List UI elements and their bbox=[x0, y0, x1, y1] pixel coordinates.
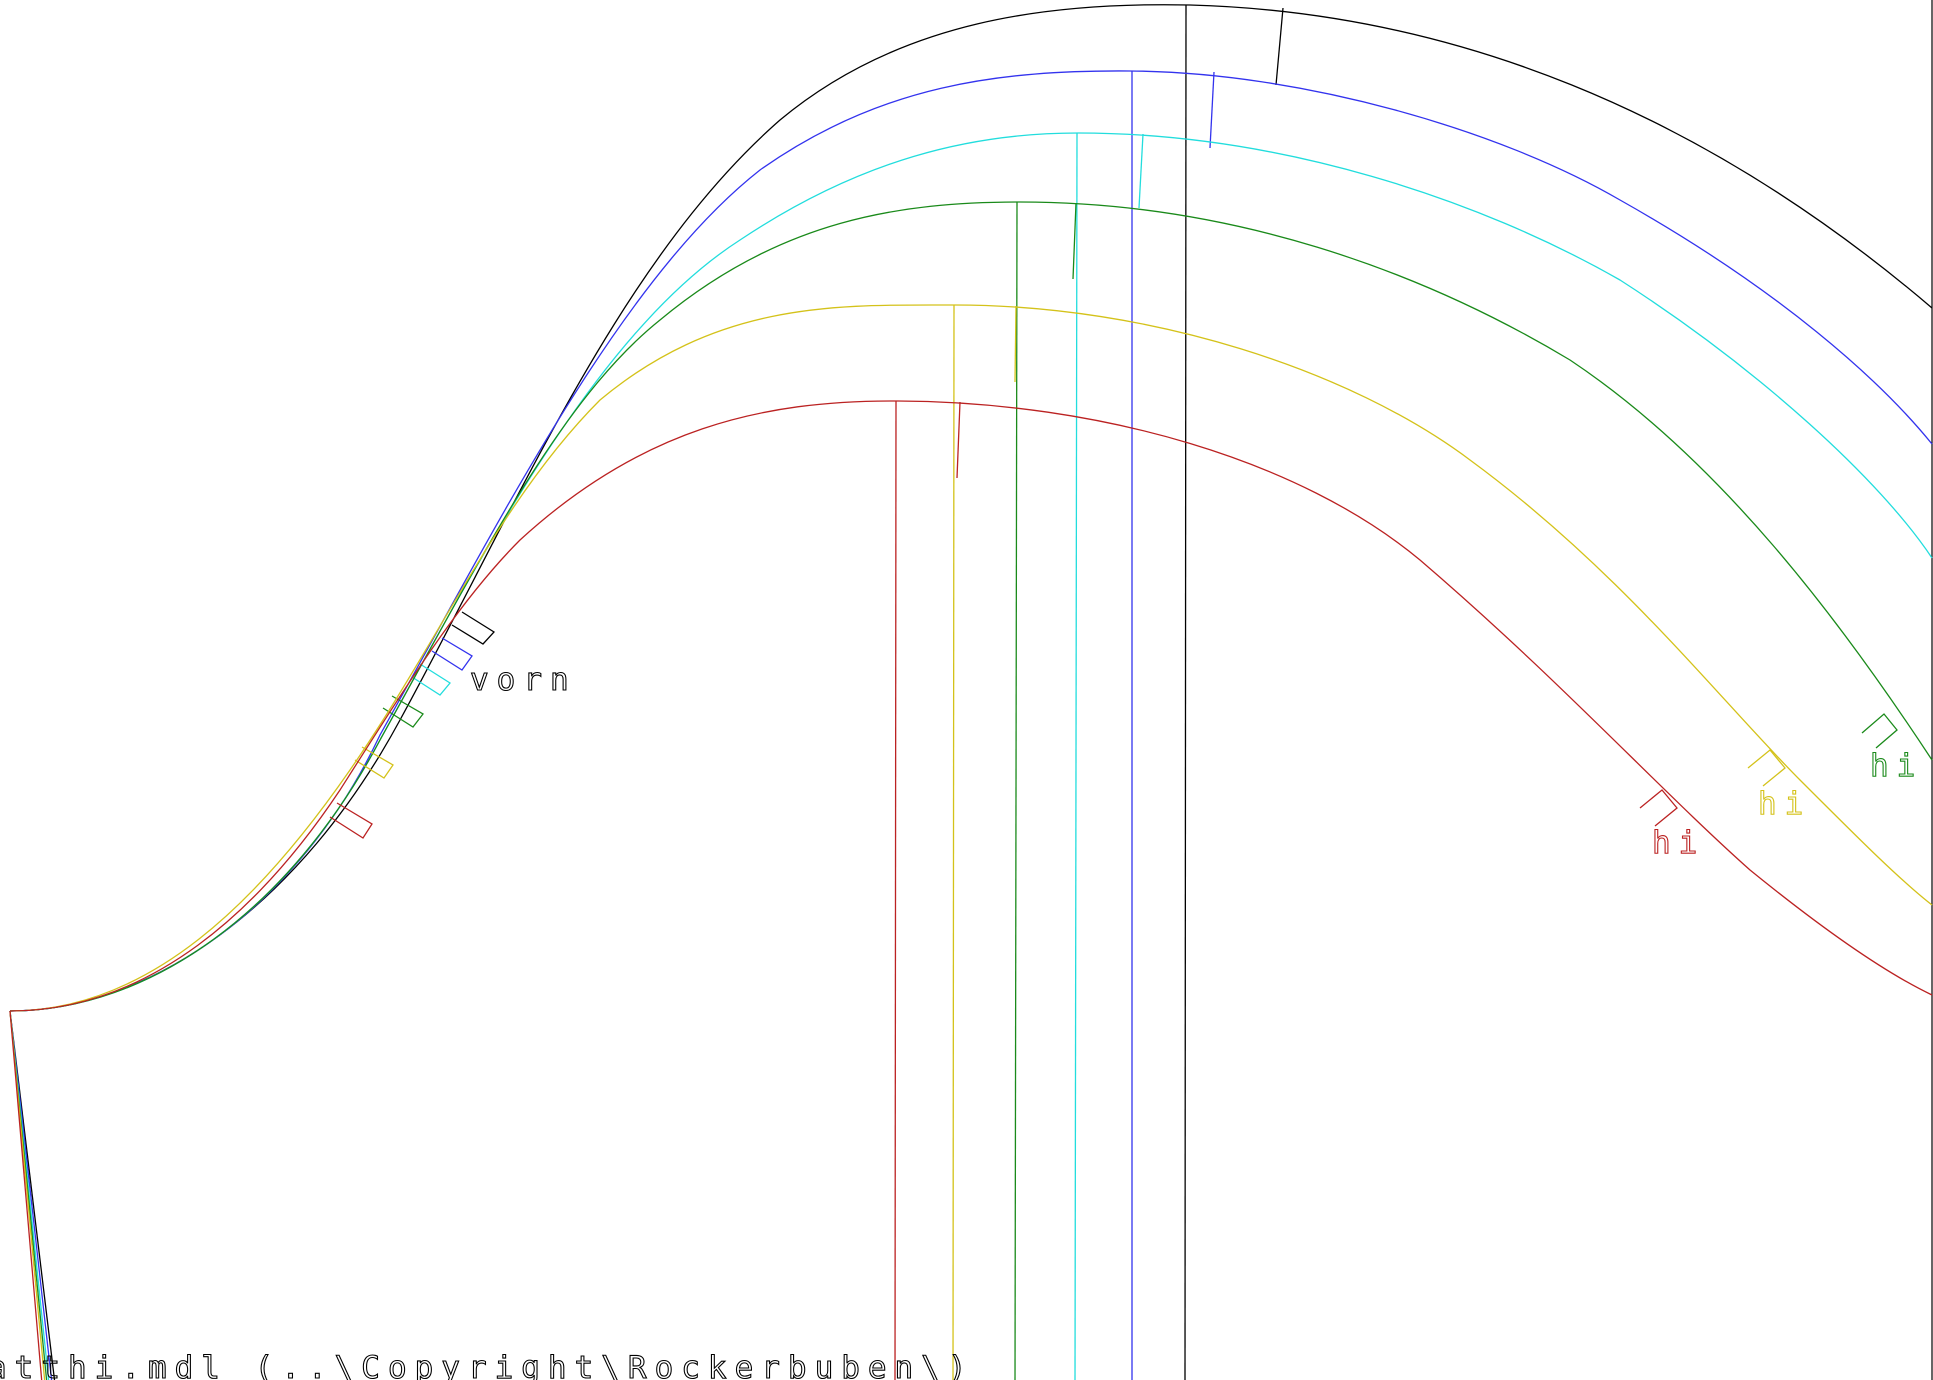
size-3-outline bbox=[9, 132, 1933, 1380]
size-6-back-notch bbox=[1639, 789, 1678, 827]
size-1-outline bbox=[9, 4, 1933, 1380]
size-2-front-notch bbox=[431, 637, 473, 671]
front-label: vorn bbox=[470, 662, 577, 698]
size-4-outline bbox=[9, 201, 1933, 1380]
size-5-outline bbox=[9, 304, 1933, 1380]
size-6-grain-line bbox=[894, 400, 897, 1380]
size-6-outline bbox=[9, 400, 1933, 1380]
size-4-tick bbox=[1072, 202, 1077, 280]
back-label-red: hi bbox=[1652, 825, 1705, 861]
back-label-green: hi bbox=[1870, 748, 1923, 784]
size-5-back-notch bbox=[1747, 749, 1786, 787]
size-6-front-notch bbox=[329, 802, 373, 839]
size-6-tick bbox=[956, 401, 961, 479]
size-1-tick bbox=[1275, 7, 1284, 86]
size-4-front-notch bbox=[382, 695, 424, 728]
size-3-grain-line bbox=[1074, 132, 1078, 1380]
size-1-front-curve bbox=[9, 4, 1933, 1012]
size-6-side-seam bbox=[9, 1010, 43, 1380]
size-2-tick bbox=[1209, 71, 1215, 149]
size-2-outline bbox=[9, 70, 1933, 1380]
file-footer: atthi.mdl (..\Copyright\Rockerbuben\) bbox=[0, 1350, 975, 1380]
size-4-grain-line bbox=[1014, 201, 1018, 1380]
size-1-front-notch bbox=[451, 611, 496, 645]
size-1-grain-line bbox=[1184, 4, 1187, 1380]
size-5-grain-line bbox=[952, 304, 955, 1380]
size-5-front-notch bbox=[354, 746, 394, 779]
size-3-front-notch bbox=[411, 663, 451, 696]
size-3-tick bbox=[1138, 133, 1144, 209]
size-3-front-curve bbox=[9, 132, 1933, 1012]
size-2-front-curve bbox=[9, 70, 1933, 1012]
size-5-front-curve bbox=[9, 304, 1933, 1012]
size-5-tick bbox=[1014, 305, 1017, 383]
back-label-yellow: hi bbox=[1758, 786, 1811, 822]
size-4-back-notch bbox=[1861, 713, 1898, 749]
size-4-front-curve bbox=[9, 201, 1933, 1012]
size-6-front-curve bbox=[9, 400, 1933, 1012]
